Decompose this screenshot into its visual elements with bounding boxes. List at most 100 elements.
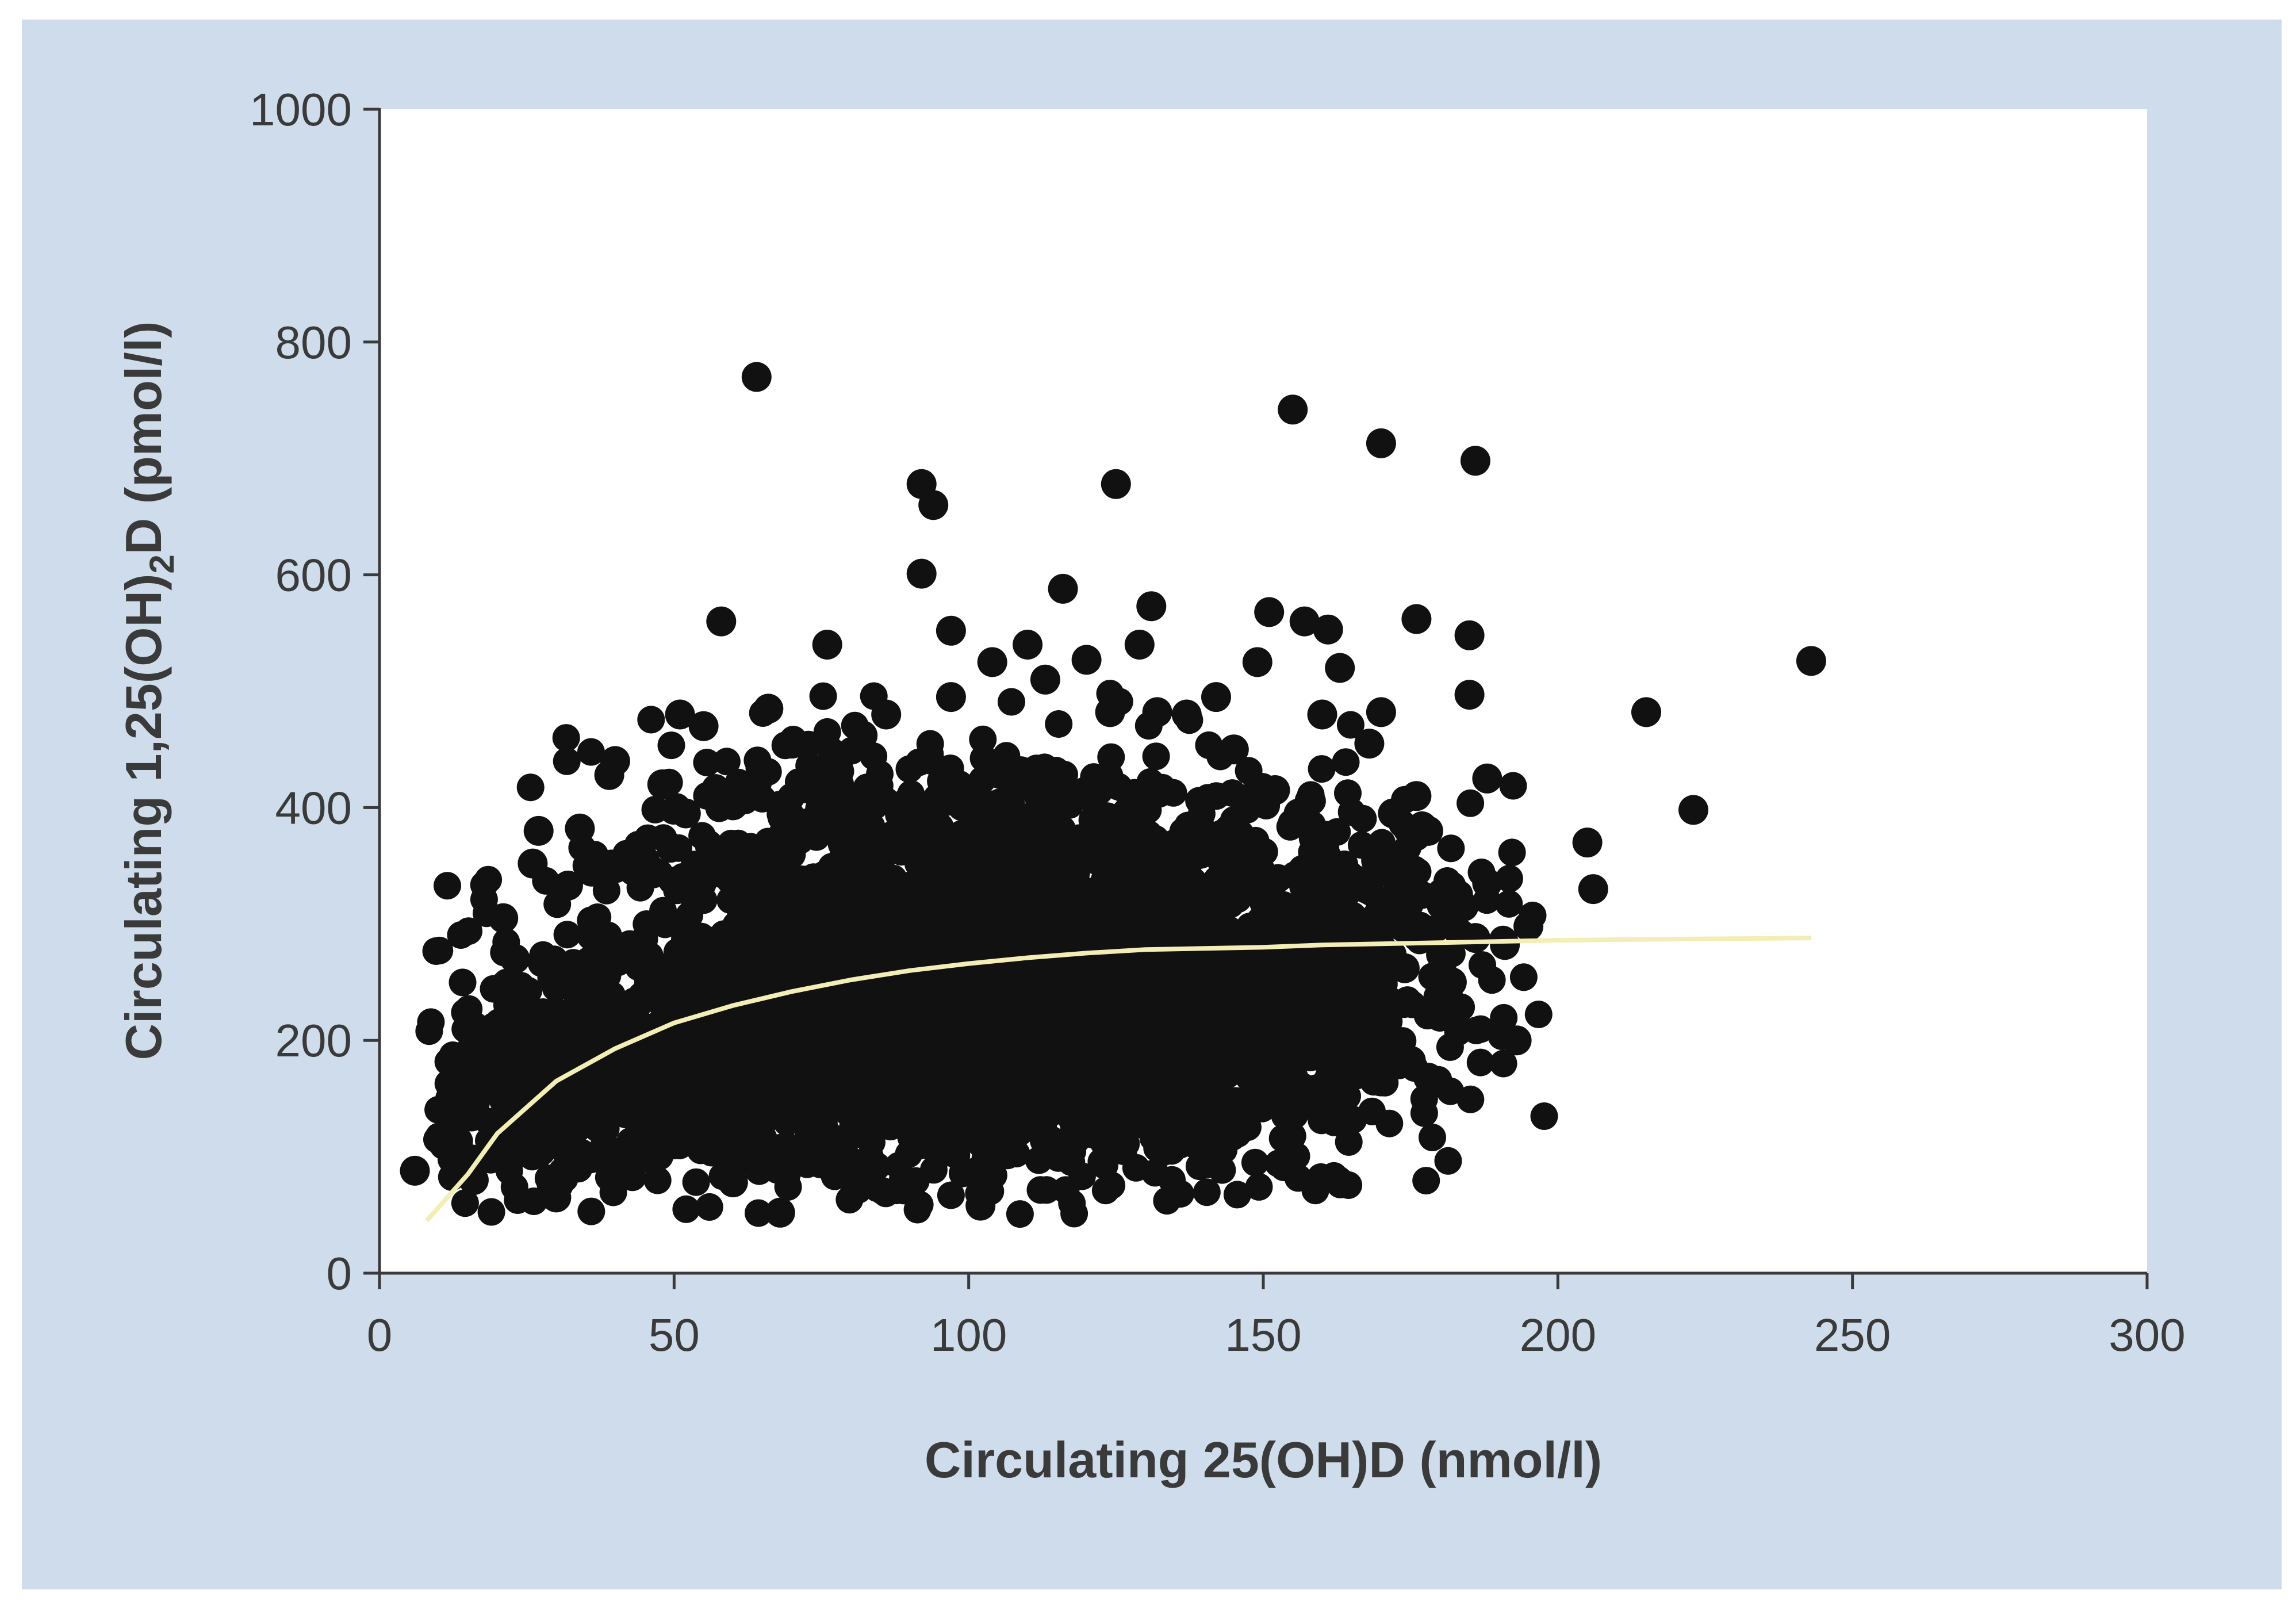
data-point xyxy=(845,878,873,906)
data-point xyxy=(848,720,878,750)
data-point xyxy=(1060,1200,1088,1228)
data-point xyxy=(766,800,795,828)
data-point xyxy=(688,711,719,741)
x-tick-label: 100 xyxy=(930,1309,1007,1361)
data-point xyxy=(961,1091,988,1118)
data-point xyxy=(1314,1063,1343,1091)
data-point xyxy=(1241,1148,1269,1177)
data-point xyxy=(553,1101,581,1129)
data-point xyxy=(800,769,831,799)
x-tick-label: 250 xyxy=(1814,1309,1891,1361)
y-tick-label: 1000 xyxy=(250,84,352,135)
data-point xyxy=(565,813,595,844)
data-point xyxy=(812,874,841,902)
data-point xyxy=(516,773,545,802)
data-point xyxy=(1052,1176,1080,1204)
data-point xyxy=(576,856,607,887)
data-point xyxy=(1208,1156,1236,1184)
data-point xyxy=(693,749,721,776)
data-point xyxy=(871,892,899,921)
data-point xyxy=(1319,1104,1349,1135)
data-point xyxy=(886,1098,914,1125)
x-tick-label: 50 xyxy=(649,1309,700,1361)
data-point xyxy=(630,845,660,875)
data-point xyxy=(647,769,677,799)
data-point xyxy=(745,1199,772,1227)
data-point xyxy=(594,760,624,790)
data-point xyxy=(967,833,995,861)
data-point xyxy=(936,754,964,783)
data-point xyxy=(455,995,483,1023)
data-point xyxy=(1163,1066,1191,1093)
data-point xyxy=(789,1053,817,1082)
data-point xyxy=(998,688,1025,716)
data-point xyxy=(924,1114,952,1142)
data-point xyxy=(1091,1009,1120,1037)
data-point xyxy=(1389,953,1420,983)
data-point xyxy=(971,1162,999,1190)
data-point xyxy=(490,970,519,998)
data-point xyxy=(523,815,554,846)
data-point xyxy=(1406,911,1434,940)
data-point xyxy=(939,867,967,895)
data-point xyxy=(1354,729,1385,759)
data-point xyxy=(1460,923,1490,953)
data-point xyxy=(824,769,854,799)
data-point xyxy=(1373,987,1401,1015)
data-point xyxy=(1412,1167,1440,1195)
data-point xyxy=(643,1166,672,1194)
data-point xyxy=(856,828,884,856)
data-point xyxy=(649,824,677,852)
data-point xyxy=(768,876,796,905)
data-point xyxy=(987,861,1015,889)
data-point xyxy=(1211,1052,1239,1080)
data-point xyxy=(504,1186,532,1214)
data-point xyxy=(1436,967,1467,997)
data-point xyxy=(629,1116,657,1144)
data-point xyxy=(449,968,477,997)
data-point xyxy=(1219,886,1247,914)
data-point xyxy=(1031,1068,1059,1096)
data-point xyxy=(1064,1056,1093,1084)
data-point xyxy=(865,1095,894,1124)
data-point xyxy=(616,930,644,958)
data-point xyxy=(1235,757,1263,785)
data-point xyxy=(1116,971,1144,999)
data-point xyxy=(706,606,737,637)
data-point xyxy=(784,979,812,1007)
data-point xyxy=(906,558,937,589)
data-point xyxy=(725,768,753,796)
data-point xyxy=(1530,1102,1558,1130)
data-point xyxy=(1033,1176,1060,1204)
data-point xyxy=(863,1152,891,1181)
data-point xyxy=(897,872,925,900)
y-tick-label: 400 xyxy=(275,782,352,833)
data-point xyxy=(1194,784,1222,812)
data-point xyxy=(451,1189,479,1217)
data-point xyxy=(1495,890,1523,918)
data-point xyxy=(1142,1047,1170,1075)
data-point xyxy=(1456,789,1485,817)
data-point xyxy=(1198,951,1226,979)
data-point xyxy=(1087,1148,1116,1176)
data-point xyxy=(1270,891,1298,919)
data-point xyxy=(470,886,498,913)
data-point xyxy=(856,980,884,1008)
data-point xyxy=(553,871,583,901)
data-point xyxy=(1295,1025,1325,1056)
data-point xyxy=(994,1141,1021,1170)
data-point xyxy=(851,1048,879,1077)
data-point xyxy=(1298,838,1326,866)
data-point xyxy=(477,1198,505,1226)
data-point xyxy=(434,872,461,900)
data-point xyxy=(986,923,1014,951)
data-point xyxy=(926,813,954,841)
data-point xyxy=(1678,795,1708,825)
data-point xyxy=(997,790,1025,818)
y-tick-label: 600 xyxy=(275,550,352,601)
data-point xyxy=(1240,1066,1268,1094)
data-point xyxy=(1148,1136,1178,1166)
data-point xyxy=(600,1151,627,1179)
x-tick-label: 200 xyxy=(1520,1309,1596,1361)
data-point xyxy=(1272,1095,1302,1125)
